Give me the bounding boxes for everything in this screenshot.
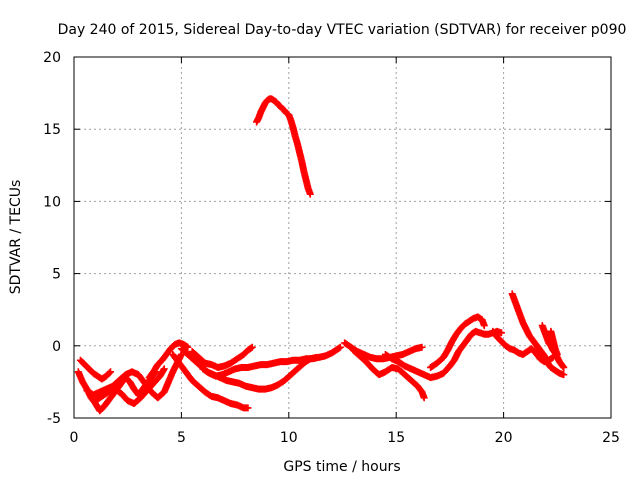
- data-point: [184, 343, 192, 351]
- series-track-n: [427, 313, 488, 371]
- plot-frame: [73, 56, 612, 419]
- series-track-l: [349, 346, 428, 402]
- series-track-h: [188, 343, 256, 371]
- x-tick-label: 10: [280, 430, 298, 446]
- data-point: [160, 365, 168, 373]
- series-track-r: [547, 327, 561, 358]
- series-track-b: [76, 356, 115, 383]
- data-point: [248, 343, 256, 351]
- data-layer: [74, 95, 568, 415]
- x-tick-label: 25: [602, 430, 620, 446]
- chart-title: Day 240 of 2015, Sidereal Day-to-day VTE…: [58, 22, 627, 38]
- series-track-d: [91, 365, 168, 408]
- x-tick-label: 0: [70, 430, 79, 446]
- y-tick-label: 5: [52, 267, 61, 283]
- y-tick-label: 20: [43, 50, 61, 66]
- ticks-layer: 0 5 10 15 20 25 -5 0 5 10 15 20: [43, 50, 620, 446]
- data-point: [418, 343, 426, 351]
- x-tick-label: 20: [495, 430, 513, 446]
- y-axis-label: SDTVAR / TECUs: [8, 180, 24, 295]
- series-track-f: [169, 350, 252, 412]
- data-point: [497, 329, 505, 337]
- series-track-j: [253, 95, 314, 198]
- data-point: [553, 350, 561, 358]
- y-tick-label: -5: [47, 411, 61, 427]
- y-tick-label: 15: [43, 122, 61, 138]
- y-tick-label: 0: [52, 339, 61, 355]
- x-tick-label: 15: [387, 430, 405, 446]
- data-point: [420, 394, 428, 402]
- data-point: [560, 371, 568, 379]
- data-point: [560, 363, 568, 371]
- series-track-i: [199, 343, 344, 380]
- y-tick-label: 10: [43, 194, 61, 210]
- data-point: [105, 369, 113, 377]
- data-point: [244, 404, 252, 412]
- data-point: [107, 368, 115, 376]
- data-point: [336, 343, 344, 351]
- data-point: [306, 190, 314, 198]
- data-point: [480, 322, 488, 330]
- x-axis-label: GPS time / hours: [283, 459, 400, 475]
- series-track-e: [145, 339, 192, 382]
- series-track-p: [508, 290, 568, 379]
- x-tick-label: 5: [177, 430, 186, 446]
